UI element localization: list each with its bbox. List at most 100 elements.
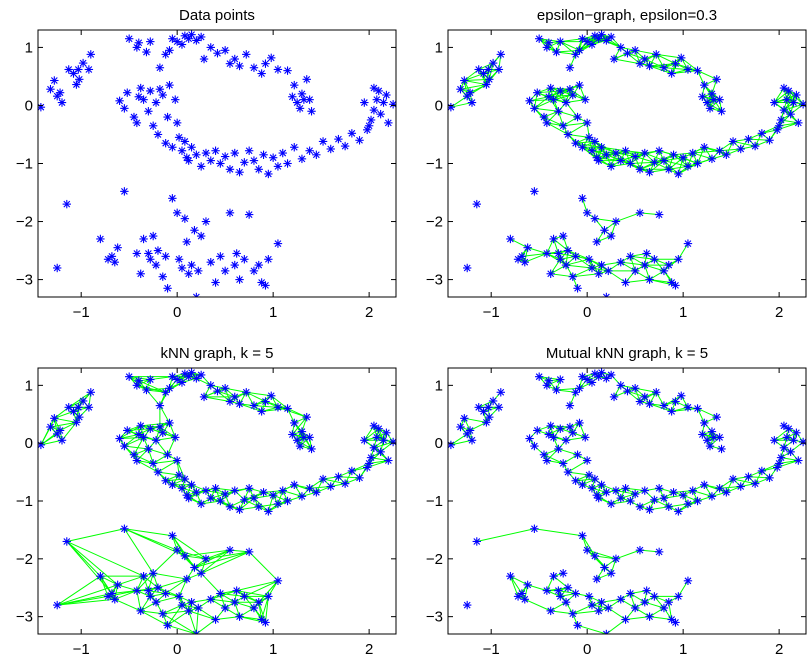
graph-edge [649,162,655,173]
data-point [110,257,119,267]
data-point [621,146,630,155]
data-point [142,47,151,57]
graph-edge [136,590,142,611]
data-point [132,456,142,465]
data-point [736,144,745,154]
data-point [201,148,211,158]
data-point [172,456,182,465]
graph-edge [282,490,288,502]
data-point [485,412,494,422]
data-point [187,143,196,152]
data-point [52,263,62,273]
data-point [172,208,182,218]
data-point [372,433,382,442]
graph-edge [162,610,189,615]
graph-edge [575,474,590,482]
graph-edge [220,593,236,603]
data-point [709,95,719,104]
graph-edge [301,491,317,497]
data-point [84,403,94,412]
data-point [602,374,611,383]
data-point [144,444,153,454]
data-point [326,482,335,491]
graph-edge [634,156,641,170]
graph-edge [56,575,101,606]
data-point [297,492,307,501]
graph-edge [136,384,166,393]
graph-edge [613,58,641,65]
data-point [573,112,582,122]
graph-edge [68,391,92,408]
data-point [146,255,155,264]
data-point [249,401,259,410]
data-point [597,368,606,377]
data-point [153,246,163,255]
data-point [172,118,182,128]
graph-edge [682,490,693,496]
graph-edge [267,495,274,512]
data-point [575,80,584,90]
graph-edge [117,575,144,586]
data-point [736,482,745,491]
data-point [664,260,673,270]
data-point [606,569,616,578]
graph-edge [748,470,763,478]
x-tick-label: 0 [173,641,181,658]
data-point [616,156,625,165]
data-point [563,583,573,592]
data-point [506,571,515,581]
graph-edge [200,551,250,574]
data-point [355,473,364,483]
data-point [340,479,350,488]
graph-edge [677,243,689,260]
graph-edge [572,94,586,101]
data-point [575,418,584,428]
data-point [168,372,177,381]
data-point [153,130,163,139]
data-point [225,502,235,511]
graph-edge [537,425,551,431]
graph-edge [191,484,207,492]
y-tick-label: 0 [435,97,443,114]
graph-edge [777,460,799,468]
y-tick-label: 1 [435,377,443,394]
data-point [74,403,83,412]
graph-edge [754,139,770,147]
graph-edge [167,604,183,626]
x-tick-label: 0 [583,641,591,658]
data-point [587,146,597,155]
graph-edge [450,102,473,108]
x-tick-label: 0 [173,304,181,321]
data-point [163,621,172,630]
data-point [611,486,621,495]
data-point [171,433,180,442]
data-point [722,488,731,497]
graph-edge [54,417,77,423]
data-point [168,531,177,540]
data-point [688,148,697,158]
data-point [561,597,571,607]
data-point [199,392,209,402]
data-point [563,130,573,139]
graph-edge [606,619,626,634]
data-point [299,433,309,442]
graph-edge [239,607,255,618]
graph-edge [510,238,528,249]
graph-edge [550,258,561,275]
data-point [235,399,244,409]
data-point [180,551,190,561]
data-point [165,46,174,55]
graph-edge [680,395,689,408]
graph-edge [138,428,151,435]
data-point [115,434,124,443]
graph-edge [649,499,655,510]
data-point [479,69,488,78]
data-point [249,266,259,276]
graph-edge [338,470,353,478]
data-point [372,95,382,104]
y-tick-label: −1 [16,493,33,510]
graph-edge [229,499,245,508]
graph-edge [73,406,89,412]
data-point [318,137,328,146]
data-point [273,576,283,585]
